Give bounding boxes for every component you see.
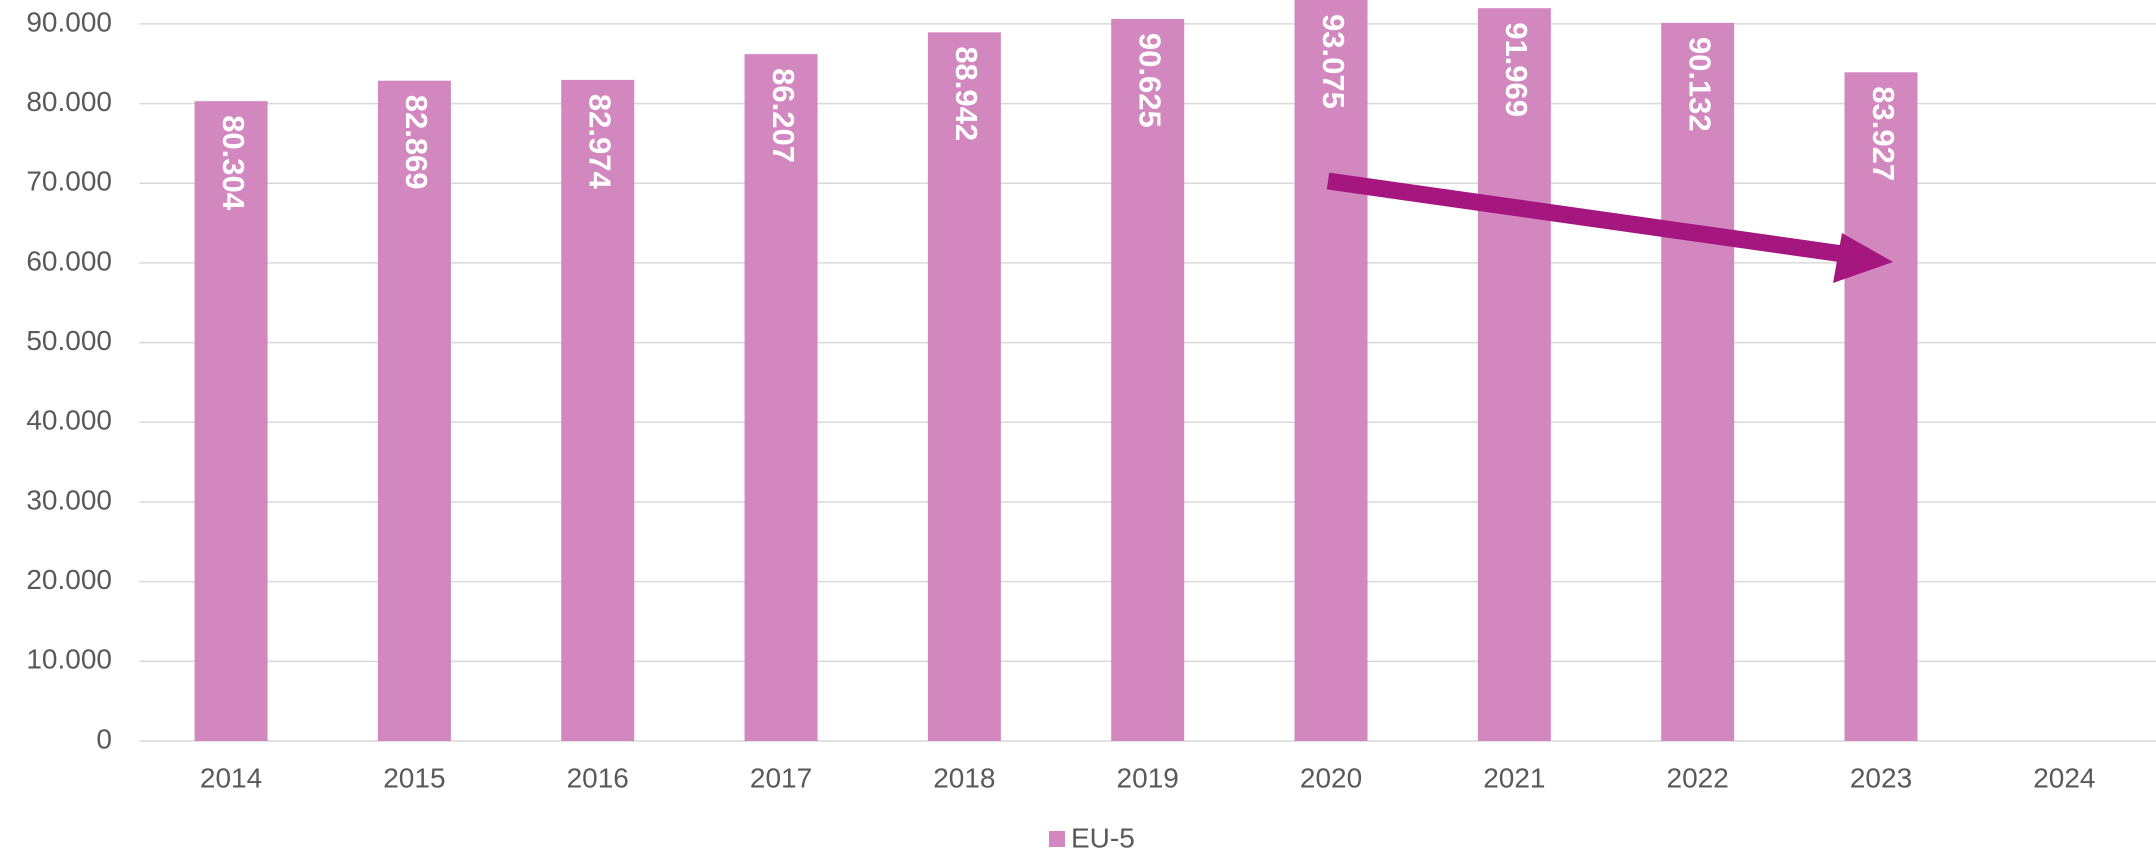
y-tick-label: 0 (96, 723, 112, 754)
value-label: 82.974 (583, 94, 618, 190)
arrow-head (1833, 233, 1893, 283)
bars (194, 0, 1918, 742)
value-label: 83.927 (1866, 86, 1901, 181)
x-tick-label: 2022 (1667, 762, 1729, 793)
x-tick-label: 2021 (1483, 762, 1545, 793)
y-tick-label: 90.000 (26, 6, 112, 37)
arrow-shaft (1326, 172, 1852, 264)
value-label: 82.869 (399, 95, 434, 190)
bar (1661, 22, 1735, 741)
x-tick-label: 2017 (750, 762, 812, 793)
y-tick-label: 40.000 (26, 405, 112, 436)
y-tick-label: 80.000 (26, 86, 112, 117)
legend-label: EU-5 (1071, 822, 1135, 853)
bar (561, 79, 635, 741)
y-tick-label: 50.000 (26, 325, 112, 356)
y-tick-label: 20.000 (26, 564, 112, 595)
x-tick-label: 2015 (383, 762, 445, 793)
bar (1294, 0, 1368, 742)
x-tick-label: 2023 (1850, 762, 1912, 793)
bar (1844, 72, 1918, 741)
bar (744, 54, 818, 741)
value-label: 91.969 (1499, 22, 1534, 117)
bar (194, 101, 268, 742)
value-label: 88.942 (949, 46, 984, 141)
trend-arrow (1326, 172, 1893, 283)
value-label: 80.304 (216, 115, 251, 211)
y-tick-label: 10.000 (26, 644, 112, 675)
grid: 0 10.000 20.000 30.000 40.000 50.000 60.000 70.… (26, 6, 2156, 754)
value-label: 86.207 (766, 68, 801, 163)
bar (927, 32, 1001, 742)
x-tick-label: 2019 (1117, 762, 1179, 793)
y-tick-label: 60.000 (26, 245, 112, 276)
value-label: 90.625 (1133, 33, 1168, 128)
y-tick-label: 70.000 (26, 166, 112, 197)
x-tick-label: 2018 (933, 762, 995, 793)
legend-swatch (1049, 831, 1065, 847)
y-tick-label: 30.000 (26, 484, 112, 515)
x-tick-label: 2014 (200, 762, 262, 793)
bar (377, 80, 451, 741)
value-label: 93.075 (1316, 14, 1351, 109)
labels: 2014 2015 2016 2017 2018 2019 2020 2021 2022 2023… (200, 14, 2096, 853)
value-label: 90.132 (1682, 37, 1717, 132)
x-tick-label: 2020 (1300, 762, 1362, 793)
x-tick-label: 2016 (567, 762, 629, 793)
x-tick-label: 2024 (2033, 762, 2095, 793)
bar (1477, 8, 1551, 742)
bar (1111, 18, 1185, 741)
